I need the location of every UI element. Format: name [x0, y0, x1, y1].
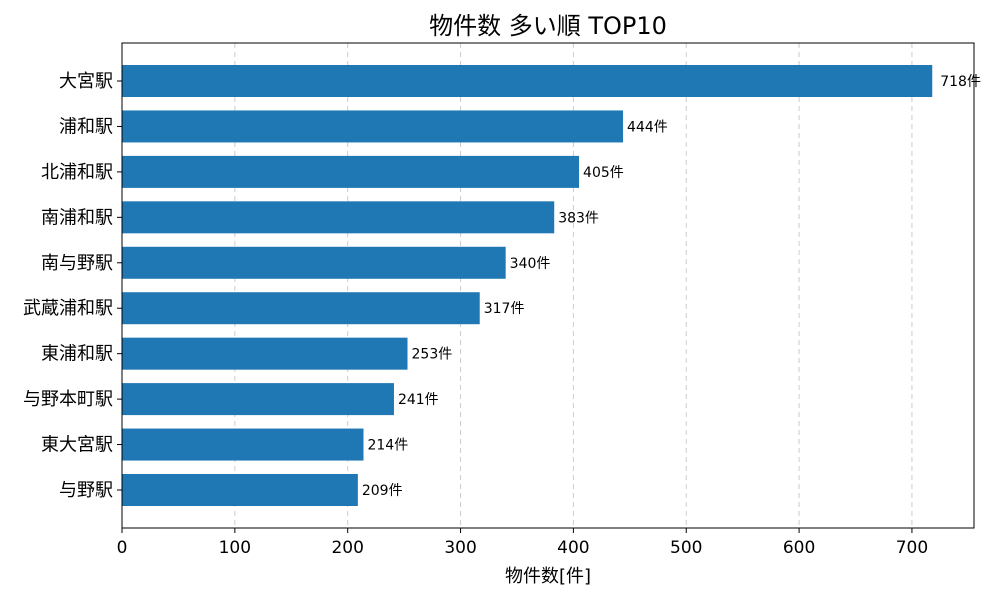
bar	[122, 474, 358, 506]
data-label: 340件	[510, 256, 551, 272]
y-tick-label: 大宮駅	[59, 71, 113, 92]
y-tick-label: 南与野駅	[41, 253, 113, 274]
bar	[122, 65, 933, 97]
data-labels: 718件 444件 405件 383件 340件 317件 253件 241件 214件 209件	[362, 74, 981, 499]
data-label: 214件	[367, 438, 408, 454]
data-label: 253件	[412, 347, 453, 363]
y-tick-label: 与野本町駅	[23, 389, 113, 410]
x-tick-label: 100	[219, 538, 251, 558]
data-label: 405件	[583, 165, 624, 181]
data-label: 444件	[627, 119, 668, 135]
chart-title: 物件数 多い順 TOP10	[429, 12, 667, 40]
data-label: 209件	[362, 483, 403, 499]
x-tick-label: 500	[670, 538, 702, 558]
data-label: 718件	[940, 74, 981, 90]
y-tick-label: 東浦和駅	[41, 344, 113, 365]
data-label: 241件	[398, 392, 439, 408]
y-tick-label: 南浦和駅	[41, 207, 113, 228]
x-tick-labels: 0 100 200 300 400 500 600 700	[117, 528, 928, 558]
x-tick-label: 300	[444, 538, 476, 558]
bar	[122, 155, 580, 188]
x-tick-label: 700	[896, 538, 928, 558]
bar	[122, 383, 394, 416]
y-tick-label: 東大宮駅	[41, 435, 113, 456]
x-tick-label: 0	[117, 538, 128, 558]
x-tick-label: 200	[331, 538, 363, 558]
x-tick-label: 400	[557, 538, 589, 558]
bar	[122, 428, 364, 461]
x-axis-label: 物件数[件]	[505, 566, 591, 587]
plot-frame	[121, 42, 975, 529]
data-label: 383件	[558, 210, 599, 226]
bar	[122, 292, 480, 325]
y-tick-label: 浦和駅	[59, 116, 113, 137]
bar	[122, 246, 506, 279]
bar	[122, 201, 555, 234]
bars	[122, 65, 933, 506]
x-tick-label: 600	[783, 538, 815, 558]
y-tick-label: 与野駅	[59, 480, 113, 501]
data-label: 317件	[484, 301, 525, 317]
bar	[122, 337, 408, 370]
y-tick-label: 北浦和駅	[41, 162, 113, 183]
bar	[122, 110, 624, 143]
y-tick-label: 武蔵浦和駅	[23, 298, 113, 319]
